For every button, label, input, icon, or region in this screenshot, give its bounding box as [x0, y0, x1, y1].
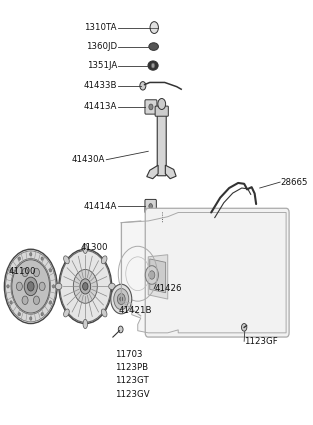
Text: 1123PB: 1123PB [115, 363, 148, 372]
Circle shape [22, 268, 28, 277]
Circle shape [10, 301, 12, 304]
Ellipse shape [101, 309, 107, 317]
Ellipse shape [83, 244, 88, 253]
Text: 41433B: 41433B [83, 81, 117, 91]
Ellipse shape [64, 256, 69, 264]
Circle shape [49, 301, 52, 304]
Circle shape [6, 251, 56, 322]
Circle shape [158, 99, 166, 110]
Circle shape [241, 323, 247, 331]
Polygon shape [121, 212, 286, 333]
FancyBboxPatch shape [157, 112, 166, 176]
Circle shape [41, 257, 43, 260]
Ellipse shape [148, 61, 158, 70]
Circle shape [29, 317, 32, 320]
Circle shape [80, 279, 91, 294]
Text: 28665: 28665 [280, 178, 308, 187]
Circle shape [73, 269, 97, 303]
Circle shape [149, 271, 155, 279]
Text: 11703: 11703 [115, 350, 143, 359]
Circle shape [114, 289, 129, 309]
FancyBboxPatch shape [145, 100, 157, 114]
Text: 1123GF: 1123GF [244, 337, 278, 346]
Circle shape [145, 266, 158, 284]
Text: 41426: 41426 [154, 284, 182, 293]
Ellipse shape [109, 283, 115, 289]
Ellipse shape [55, 283, 62, 289]
Circle shape [140, 82, 146, 90]
Circle shape [149, 104, 153, 110]
Circle shape [149, 204, 152, 209]
Circle shape [11, 258, 50, 314]
Polygon shape [150, 259, 166, 293]
Text: 41430A: 41430A [71, 155, 105, 164]
Text: 41413A: 41413A [83, 102, 117, 111]
Text: 41414A: 41414A [83, 202, 117, 211]
Circle shape [120, 297, 123, 301]
Circle shape [10, 269, 12, 272]
Polygon shape [165, 165, 176, 179]
Text: 1351JA: 1351JA [86, 61, 117, 70]
Circle shape [111, 284, 132, 314]
Circle shape [39, 282, 45, 291]
Circle shape [33, 296, 39, 304]
Ellipse shape [83, 319, 88, 329]
Circle shape [41, 312, 43, 316]
Circle shape [12, 260, 50, 313]
Ellipse shape [101, 256, 107, 264]
Circle shape [4, 249, 57, 323]
Circle shape [49, 269, 52, 272]
Circle shape [24, 277, 37, 296]
FancyBboxPatch shape [145, 199, 156, 213]
Circle shape [16, 282, 22, 291]
Ellipse shape [149, 43, 158, 51]
Circle shape [83, 283, 88, 290]
Circle shape [7, 285, 9, 288]
Circle shape [52, 285, 55, 288]
Polygon shape [148, 255, 168, 299]
FancyBboxPatch shape [155, 106, 168, 116]
Text: 1123GV: 1123GV [115, 390, 150, 399]
Circle shape [28, 282, 34, 291]
Text: 1123GT: 1123GT [115, 377, 149, 385]
Text: 1310TA: 1310TA [84, 23, 117, 32]
Circle shape [59, 249, 112, 323]
Text: 1360JD: 1360JD [86, 42, 117, 51]
Circle shape [18, 257, 21, 260]
Polygon shape [147, 165, 158, 179]
Circle shape [22, 296, 28, 304]
Text: 41100: 41100 [9, 267, 36, 276]
Circle shape [29, 252, 32, 256]
Circle shape [18, 312, 21, 316]
Circle shape [33, 268, 39, 277]
Circle shape [117, 294, 125, 305]
Text: 41300: 41300 [81, 243, 108, 252]
FancyBboxPatch shape [145, 208, 289, 337]
Ellipse shape [64, 309, 69, 317]
Circle shape [118, 326, 123, 333]
Circle shape [150, 22, 158, 34]
Circle shape [151, 63, 155, 68]
Text: 41421B: 41421B [118, 306, 152, 315]
